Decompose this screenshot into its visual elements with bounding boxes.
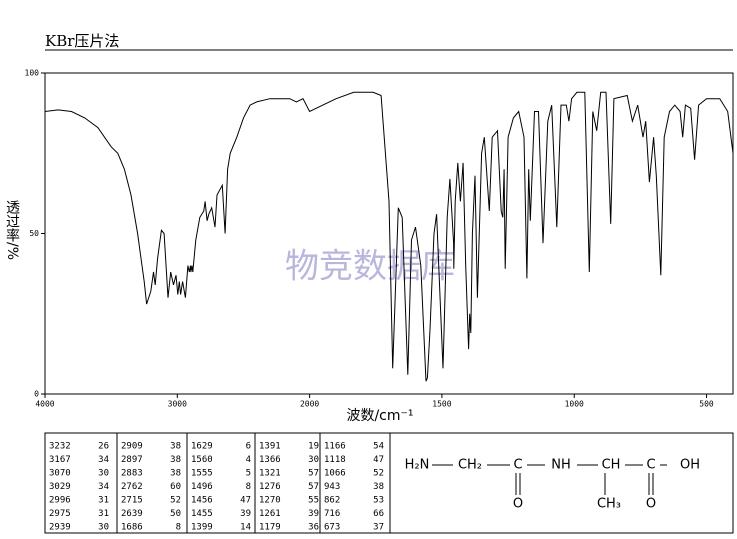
peak-transmittance: 34 (98, 482, 109, 492)
structure-atom: C (646, 458, 655, 473)
peak-wavenumber: 1366 (259, 455, 281, 465)
y-tick-label: 0 (34, 390, 39, 399)
peak-wavenumber: 3167 (49, 455, 71, 465)
peak-transmittance: 54 (373, 442, 384, 452)
peak-wavenumber: 3029 (49, 482, 71, 492)
peak-transmittance: 30 (308, 455, 319, 465)
peak-transmittance: 34 (98, 455, 109, 465)
structure-atom: O (646, 497, 656, 512)
structure-atom: CH₃ (597, 497, 621, 512)
peak-transmittance: 8 (176, 523, 181, 533)
structure-bonds (432, 464, 667, 495)
peak-wavenumber: 3232 (49, 442, 71, 452)
peak-transmittance: 47 (373, 455, 384, 465)
peak-wavenumber: 1391 (259, 442, 281, 452)
peak-transmittance: 14 (240, 523, 251, 533)
structure-atom: O (513, 497, 523, 512)
peak-wavenumber: 1166 (324, 442, 346, 452)
peak-transmittance: 37 (373, 523, 384, 533)
structure-atom: NH (551, 458, 571, 473)
peak-wavenumber: 1456 (191, 496, 213, 506)
peak-transmittance: 39 (240, 509, 251, 519)
peak-transmittance: 5 (246, 469, 251, 479)
x-tick-label: 4000 (35, 400, 54, 409)
peak-wavenumber: 2715 (121, 496, 143, 506)
structure-atom: CH (602, 458, 621, 473)
peak-wavenumber: 862 (324, 496, 340, 506)
peak-wavenumber: 1629 (191, 442, 213, 452)
peak-transmittance: 66 (373, 509, 384, 519)
peak-wavenumber: 1455 (191, 509, 213, 519)
structure-atom: C (513, 458, 522, 473)
peak-wavenumber: 1399 (191, 523, 213, 533)
peak-wavenumber: 1179 (259, 523, 281, 533)
spectrum-line (44, 91, 734, 382)
peak-transmittance: 30 (98, 469, 109, 479)
peak-wavenumber: 2909 (121, 442, 143, 452)
peak-wavenumber: 943 (324, 482, 340, 492)
header-title: KBr压片法 (45, 32, 119, 50)
peak-transmittance: 52 (373, 469, 384, 479)
peak-transmittance: 47 (240, 496, 251, 506)
peak-transmittance: 8 (246, 482, 251, 492)
peak-wavenumber: 1261 (259, 509, 281, 519)
peak-wavenumber: 1321 (259, 469, 281, 479)
y-tick-label: 100 (25, 69, 40, 78)
peak-wavenumber: 1555 (191, 469, 213, 479)
peak-transmittance: 26 (98, 442, 109, 452)
x-tick-label: 1500 (432, 400, 451, 409)
peak-wavenumber: 2897 (121, 455, 143, 465)
peak-transmittance: 31 (98, 509, 109, 519)
x-axis-label: 波数/cm⁻¹ (346, 408, 413, 424)
peak-transmittance: 60 (170, 482, 181, 492)
peak-wavenumber: 2883 (121, 469, 143, 479)
peak-wavenumber: 1066 (324, 469, 346, 479)
table-dividers (116, 433, 391, 533)
peak-transmittance: 36 (308, 523, 319, 533)
peak-transmittance: 19 (308, 442, 319, 452)
peak-transmittance: 30 (98, 523, 109, 533)
peak-wavenumber: 2996 (49, 496, 71, 506)
peak-wavenumber: 2639 (121, 509, 143, 519)
x-tick-label: 500 (699, 400, 714, 409)
peak-wavenumber: 1118 (324, 455, 346, 465)
peak-transmittance: 38 (170, 469, 181, 479)
peak-wavenumber: 1496 (191, 482, 213, 492)
peak-transmittance: 31 (98, 496, 109, 506)
peak-wavenumber: 1270 (259, 496, 281, 506)
peak-transmittance: 6 (246, 442, 251, 452)
peak-transmittance: 57 (308, 469, 319, 479)
peak-transmittance: 53 (373, 496, 384, 506)
peak-wavenumber: 2939 (49, 523, 71, 533)
peak-table-frame (44, 432, 734, 534)
x-tick-label: 2000 (300, 400, 319, 409)
peak-wavenumber: 2975 (49, 509, 71, 519)
peak-transmittance: 57 (308, 482, 319, 492)
peak-transmittance: 39 (308, 509, 319, 519)
x-tick-label: 3000 (168, 400, 187, 409)
peak-transmittance: 4 (246, 455, 251, 465)
y-tick-label: 50 (29, 229, 39, 238)
plot-frame (44, 72, 734, 395)
peak-transmittance: 55 (308, 496, 319, 506)
peak-transmittance: 52 (170, 496, 181, 506)
peak-transmittance: 38 (170, 442, 181, 452)
peak-transmittance: 38 (373, 482, 384, 492)
peak-wavenumber: 2762 (121, 482, 143, 492)
peak-wavenumber: 1560 (191, 455, 213, 465)
peak-wavenumber: 1686 (121, 523, 143, 533)
peak-wavenumber: 3070 (49, 469, 71, 479)
peak-wavenumber: 1276 (259, 482, 281, 492)
peak-transmittance: 50 (170, 509, 181, 519)
watermark: 物竞数据库 (285, 247, 455, 287)
y-axis-label: 透过率/% (4, 200, 20, 260)
structure-atom: CH₂ (458, 458, 482, 473)
peak-transmittance: 38 (170, 455, 181, 465)
peak-wavenumber: 673 (324, 523, 340, 533)
structure-atom: OH (680, 458, 700, 473)
peak-wavenumber: 716 (324, 509, 340, 519)
x-tick-label: 1000 (565, 400, 584, 409)
structure-atom: H₂N (405, 458, 430, 473)
